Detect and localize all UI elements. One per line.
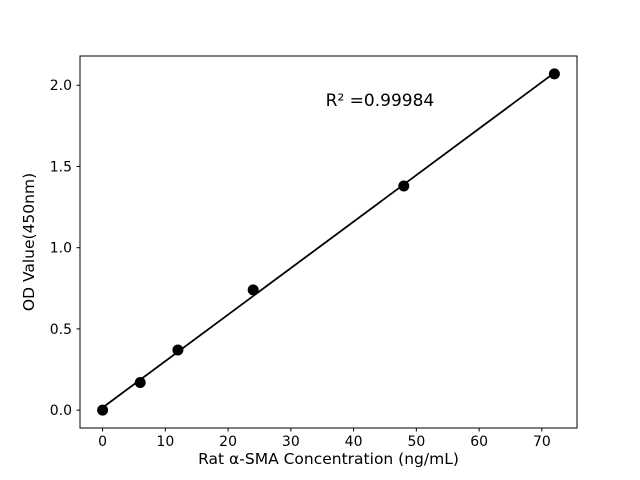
x-tick-label: 0	[98, 434, 107, 450]
plot-border	[79, 55, 578, 429]
data-point	[247, 284, 259, 296]
y-tick-label: 0.0	[50, 403, 72, 419]
x-axis-tick-labels: 0 10 20 30 40 50 60 70	[98, 434, 551, 450]
r-squared-annotation: R² =0.99984	[326, 91, 435, 111]
data-point	[134, 377, 146, 389]
x-tick-label: 70	[533, 434, 551, 450]
data-points	[97, 68, 560, 416]
y-axis-label: OD Value(450nm)	[20, 173, 38, 311]
x-tick-label: 50	[407, 434, 425, 450]
y-axis-ticks	[76, 84, 80, 411]
data-point	[97, 404, 109, 416]
x-tick-label: 30	[282, 434, 300, 450]
y-tick-label: 0.5	[50, 322, 72, 338]
x-axis-label: Rat α-SMA Concentration (ng/mL)	[198, 450, 459, 468]
x-axis-ticks	[102, 428, 543, 432]
data-point	[548, 68, 560, 80]
x-tick-label: 20	[219, 434, 237, 450]
y-tick-label: 1.5	[50, 159, 72, 175]
x-tick-label: 10	[156, 434, 174, 450]
y-tick-label: 2.0	[50, 78, 72, 94]
y-axis-tick-labels: 0.0 0.5 1.0 1.5 2.0	[50, 78, 72, 419]
x-tick-label: 60	[470, 434, 488, 450]
x-tick-label: 40	[345, 434, 363, 450]
data-point	[172, 344, 184, 356]
y-tick-label: 1.0	[50, 241, 72, 257]
data-point	[398, 180, 410, 192]
